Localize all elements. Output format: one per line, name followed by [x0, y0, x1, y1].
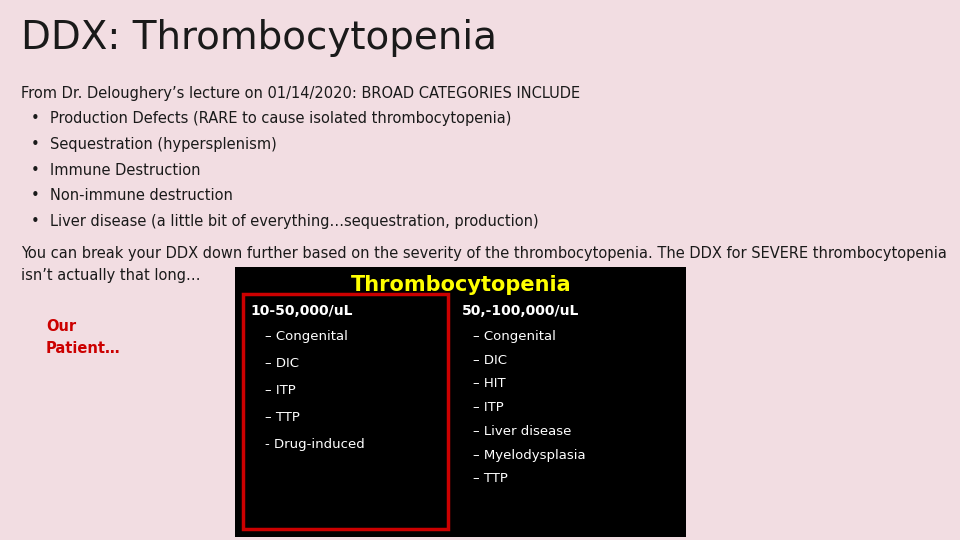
Text: 10-50,000/uL: 10-50,000/uL	[251, 304, 353, 318]
Text: – Congenital: – Congenital	[473, 330, 556, 343]
Text: – ITP: – ITP	[473, 401, 504, 414]
Text: Our
Patient…: Our Patient…	[46, 319, 121, 356]
Text: •: •	[31, 137, 39, 152]
Text: Non-immune destruction: Non-immune destruction	[50, 188, 232, 204]
Text: – TTP: – TTP	[473, 472, 508, 485]
Text: Thrombocytopenia: Thrombocytopenia	[350, 275, 571, 295]
Text: Sequestration (hypersplenism): Sequestration (hypersplenism)	[50, 137, 276, 152]
Text: •: •	[31, 163, 39, 178]
Text: Immune Destruction: Immune Destruction	[50, 163, 201, 178]
Text: – ITP: – ITP	[265, 384, 296, 397]
FancyBboxPatch shape	[235, 267, 686, 537]
Text: You can break your DDX down further based on the severity of the thrombocytopeni: You can break your DDX down further base…	[21, 246, 947, 283]
Text: 50,-100,000/uL: 50,-100,000/uL	[462, 304, 579, 318]
Text: •: •	[31, 188, 39, 204]
Text: – Myelodysplasia: – Myelodysplasia	[473, 449, 586, 462]
Text: – DIC: – DIC	[265, 357, 299, 370]
Text: - Drug-induced: - Drug-induced	[265, 438, 365, 451]
Text: – Liver disease: – Liver disease	[473, 425, 571, 438]
Text: Production Defects (RARE to cause isolated thrombocytopenia): Production Defects (RARE to cause isolat…	[50, 111, 512, 126]
Text: – HIT: – HIT	[473, 377, 506, 390]
Text: From Dr. Deloughery’s lecture on 01/14/2020: BROAD CATEGORIES INCLUDE: From Dr. Deloughery’s lecture on 01/14/2…	[21, 86, 580, 102]
Text: DDX: Thrombocytopenia: DDX: Thrombocytopenia	[21, 19, 497, 57]
Text: •: •	[31, 214, 39, 230]
Text: – Congenital: – Congenital	[265, 330, 348, 343]
Text: Liver disease (a little bit of everything…sequestration, production): Liver disease (a little bit of everythin…	[50, 214, 539, 230]
Text: •: •	[31, 111, 39, 126]
Text: – DIC: – DIC	[473, 354, 507, 367]
Text: – TTP: – TTP	[265, 411, 300, 424]
